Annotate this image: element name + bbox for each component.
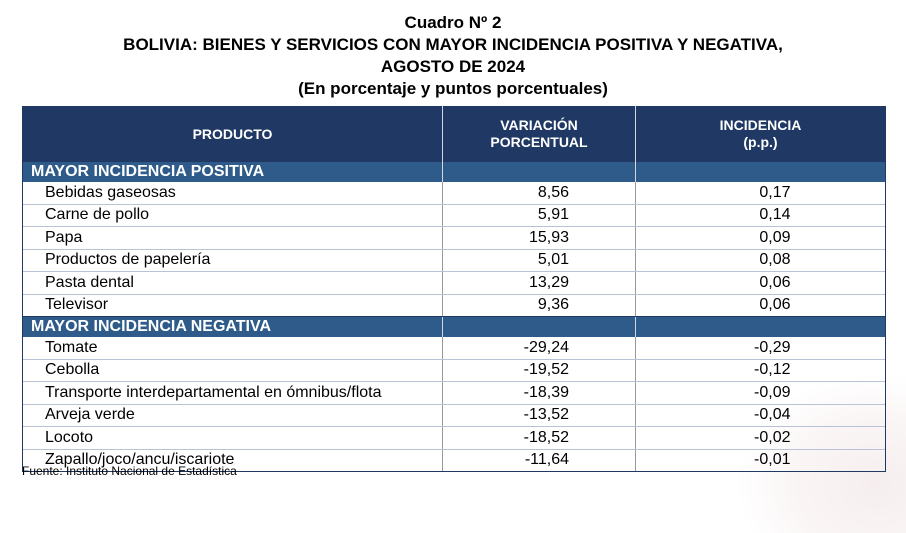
positive-rows: Bebidas gaseosas 8,56 0,17 Carne de pollo 5,… — [23, 182, 885, 317]
cell-incidencia: 0,17 — [635, 182, 885, 204]
header-producto: PRODUCTO — [23, 106, 442, 162]
table-row: Locoto -18,52 -0,02 — [23, 427, 885, 450]
cell-incidencia: 0,09 — [635, 227, 885, 249]
cell-producto: Zapallo/joco/ancu/iscariote — [45, 451, 235, 469]
table-row: Transporte interdepartamental en ómnibus… — [23, 382, 885, 405]
incidencia-value: -0,01 — [754, 451, 791, 469]
variacion-value: 13,29 — [528, 273, 569, 291]
section-positive-blank-2 — [442, 162, 635, 182]
variacion-value: 9,36 — [537, 296, 569, 314]
incidencia-value: -0,09 — [754, 383, 791, 401]
table-row: Carne de pollo 5,91 0,14 — [23, 204, 885, 227]
variacion-value: -13,52 — [523, 406, 569, 424]
variacion-value: -29,24 — [523, 338, 569, 356]
cell-producto: Bebidas gaseosas — [45, 183, 176, 201]
header-variacion-line1: VARIACIÓN — [500, 117, 578, 133]
cell-variacion: 9,36 — [442, 294, 635, 316]
cell-producto: Papa — [45, 228, 83, 246]
incidencia-value: -0,12 — [754, 361, 791, 379]
title-line-1: Cuadro Nº 2 — [404, 13, 502, 32]
variacion-value: 8,56 — [537, 183, 569, 201]
header-incidencia-line2: (p.p.) — [743, 134, 778, 150]
cell-incidencia: 0,06 — [635, 294, 885, 316]
incidencia-value: -0,04 — [754, 406, 791, 424]
cell-variacion: 15,93 — [442, 227, 635, 249]
cell-incidencia: 0,14 — [635, 204, 885, 226]
variacion-value: -11,64 — [524, 451, 569, 469]
section-positive: MAYOR INCIDENCIA POSITIVA — [23, 162, 885, 182]
table-row: Papa 15,93 0,09 — [23, 227, 885, 250]
header-variacion: VARIACIÓN PORCENTUAL — [442, 106, 635, 162]
incidencia-value: 0,14 — [759, 206, 791, 224]
cell-variacion: -29,24 — [442, 337, 635, 359]
incidencia-value: 0,06 — [759, 296, 791, 314]
cell-producto: Pasta dental — [45, 273, 134, 291]
cell-variacion: 13,29 — [442, 272, 635, 294]
table-row: Arveja verde -13,52 -0,04 — [23, 404, 885, 427]
cell-producto: Tomate — [45, 338, 98, 356]
table-row: Pasta dental 13,29 0,06 — [23, 272, 885, 295]
incidencia-value: 0,09 — [759, 228, 791, 246]
table-title: Cuadro Nº 2 BOLIVIA: BIENES Y SERVICIOS … — [0, 12, 906, 100]
section-negative-label: MAYOR INCIDENCIA NEGATIVA — [31, 318, 272, 335]
incidence-table: PRODUCTO VARIACIÓN PORCENTUAL INCIDENCIA… — [22, 106, 886, 472]
cell-producto: Transporte interdepartamental en ómnibus… — [45, 383, 382, 401]
title-line-4: (En porcentaje y puntos porcentuales) — [298, 79, 608, 98]
table-row: Tomate -29,24 -0,29 — [23, 337, 885, 360]
cell-variacion: -18,52 — [442, 427, 635, 449]
cell-variacion: -19,52 — [442, 359, 635, 381]
variacion-value: 5,91 — [537, 206, 569, 224]
section-negative-blank-2 — [442, 317, 635, 337]
table-row: Zapallo/joco/ancu/iscariote -11,64 -0,01 — [23, 449, 885, 472]
header-incidencia-line1: INCIDENCIA — [719, 117, 802, 133]
variacion-value: 15,93 — [528, 228, 569, 246]
cell-variacion: 5,01 — [442, 249, 635, 271]
incidencia-value: 0,17 — [759, 183, 791, 201]
negative-rows: Tomate -29,24 -0,29 Cebolla -19,52 -0,12 Trans… — [23, 337, 885, 472]
cell-incidencia: -0,04 — [635, 404, 885, 426]
table-row: Bebidas gaseosas 8,56 0,17 — [23, 182, 885, 205]
cell-producto: Productos de papelería — [45, 251, 211, 269]
table-header: PRODUCTO VARIACIÓN PORCENTUAL INCIDENCIA… — [23, 106, 885, 162]
section-positive-label: MAYOR INCIDENCIA POSITIVA — [31, 163, 265, 180]
cell-incidencia: -0,09 — [635, 382, 885, 404]
cell-incidencia: -0,01 — [635, 449, 885, 471]
source-note: Fuente: Instituto Nacional de Estadístic… — [22, 464, 237, 478]
table-row: Productos de papelería 5,01 0,08 — [23, 249, 885, 272]
incidencia-value: 0,08 — [759, 251, 791, 269]
cell-variacion: 8,56 — [442, 182, 635, 204]
cell-variacion: -13,52 — [442, 404, 635, 426]
incidencia-value: -0,29 — [754, 338, 791, 356]
table-row: Televisor 9,36 0,06 — [23, 294, 885, 317]
variacion-value: -18,39 — [523, 383, 569, 401]
cell-incidencia: 0,06 — [635, 272, 885, 294]
section-positive-blank-3 — [635, 162, 885, 182]
cell-variacion: -11,64 — [442, 449, 635, 471]
cell-variacion: -18,39 — [442, 382, 635, 404]
section-negative: MAYOR INCIDENCIA NEGATIVA — [23, 317, 885, 337]
cell-producto: Arveja verde — [45, 406, 135, 424]
variacion-value: -18,52 — [523, 428, 569, 446]
table-row: Cebolla -19,52 -0,12 — [23, 359, 885, 382]
header-variacion-line2: PORCENTUAL — [490, 134, 588, 150]
incidencia-value: 0,06 — [759, 273, 791, 291]
variacion-value: 5,01 — [537, 251, 569, 269]
variacion-value: -19,52 — [523, 361, 569, 379]
title-line-3: AGOSTO DE 2024 — [380, 57, 526, 76]
header-producto-label: PRODUCTO — [192, 125, 273, 142]
header-incidencia: INCIDENCIA (p.p.) — [635, 106, 885, 162]
cell-incidencia: -0,02 — [635, 427, 885, 449]
cell-producto: Carne de pollo — [45, 206, 150, 224]
title-line-2: BOLIVIA: BIENES Y SERVICIOS CON MAYOR IN… — [123, 35, 783, 54]
cell-incidencia: -0,12 — [635, 359, 885, 381]
cell-producto: Locoto — [45, 428, 94, 446]
section-negative-blank-3 — [635, 317, 885, 337]
cell-incidencia: 0,08 — [635, 249, 885, 271]
incidencia-value: -0,02 — [754, 428, 791, 446]
cell-producto: Cebolla — [45, 361, 100, 379]
cell-producto: Televisor — [45, 296, 109, 314]
cell-variacion: 5,91 — [442, 204, 635, 226]
cell-incidencia: -0,29 — [635, 337, 885, 359]
